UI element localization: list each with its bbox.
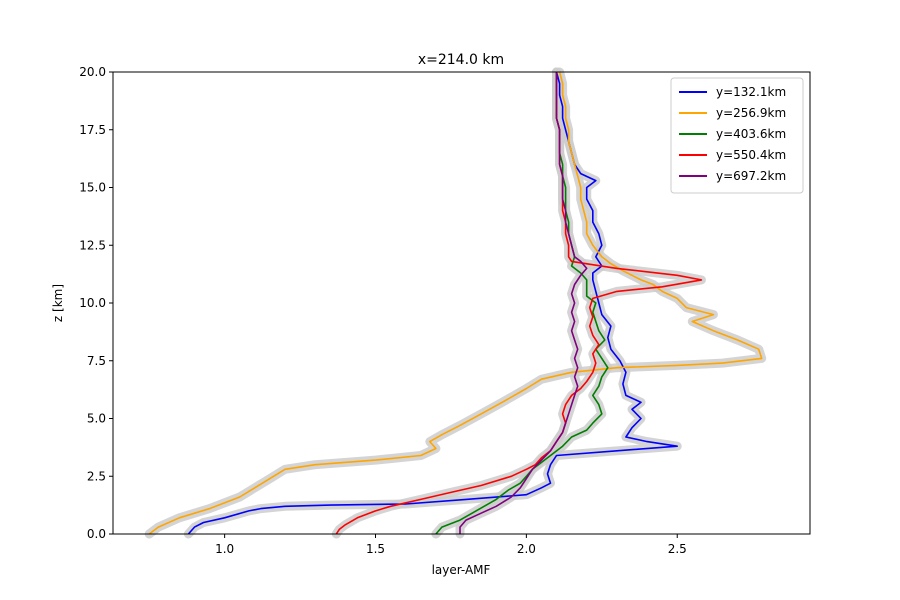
legend-label-4: y=550.4km (716, 148, 786, 162)
y-tick-label: 12.5 (79, 238, 106, 252)
y-tick-label: 2.5 (87, 469, 106, 483)
legend-label-2: y=256.9km (716, 106, 786, 120)
series-line-1 (187, 71, 678, 535)
series-line-2 (148, 71, 763, 535)
series-line-3 (435, 72, 609, 535)
x-tick-label: 2.0 (517, 542, 536, 556)
y-tick-label: 20.0 (79, 65, 106, 79)
y-axis-label: z [km] (51, 284, 65, 322)
x-tick-label: 1.0 (215, 542, 234, 556)
series-line-5 (459, 72, 588, 534)
y-tick-label: 0.0 (87, 527, 106, 541)
x-tick-label: 1.5 (366, 542, 385, 556)
legend-label-3: y=403.6km (716, 127, 786, 141)
y-tick-label: 15.0 (79, 181, 106, 195)
legend-frame (670, 77, 804, 194)
x-axis: 1.0 1.5 2.0 2.5 (215, 534, 687, 556)
legend: y=132.1km y=256.9km y=403.6km y=550.4km y=69… (670, 77, 804, 194)
legend-label-5: y=697.2km (716, 169, 786, 183)
x-tick-label: 2.5 (668, 542, 687, 556)
x-axis-label: layer-AMF (432, 563, 491, 577)
legend-label-1: y=132.1km (716, 85, 786, 99)
y-tick-label: 7.5 (87, 354, 106, 368)
y-axis: 0.0 2.5 5.0 7.5 10.0 12.5 15.0 17.5 20.0 (79, 65, 113, 541)
y-tick-label: 10.0 (79, 296, 106, 310)
series-lines (148, 71, 763, 535)
y-tick-label: 5.0 (87, 412, 106, 426)
chart-title: x=214.0 km (418, 52, 504, 68)
y-tick-label: 17.5 (79, 123, 106, 137)
